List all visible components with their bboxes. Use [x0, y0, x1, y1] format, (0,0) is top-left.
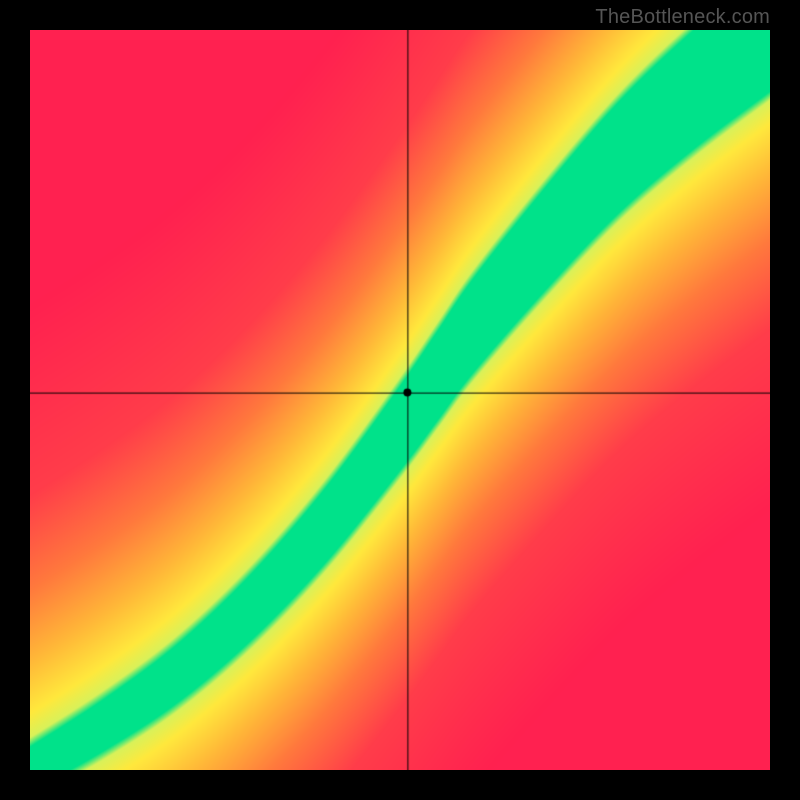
watermark-text: TheBottleneck.com	[595, 6, 770, 29]
chart-container: TheBottleneck.com	[0, 0, 800, 800]
heatmap-canvas	[30, 30, 770, 770]
plot-area	[30, 30, 770, 770]
